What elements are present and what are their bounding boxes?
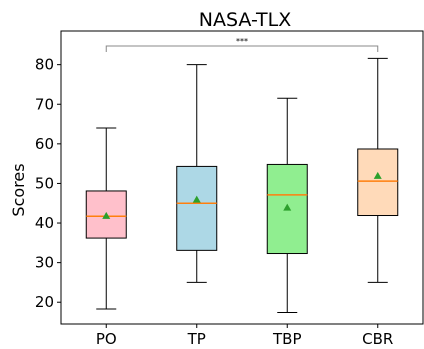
x-tick-label: CBR: [362, 330, 393, 348]
significance-bracket: ***: [105, 37, 379, 52]
x-tick-label: PO: [96, 330, 117, 348]
mean-marker: [373, 171, 382, 179]
y-tick-label: 80: [35, 56, 54, 74]
iqr-box: [266, 163, 308, 255]
iqr-box: [357, 148, 399, 217]
significance-label: ***: [236, 37, 248, 46]
mean-marker: [102, 211, 111, 219]
y-tick-label: 20: [35, 293, 54, 311]
chart-title: NASA-TLX: [199, 9, 292, 31]
box-tbp: [266, 97, 308, 314]
y-tick-label: 40: [35, 214, 54, 232]
box-po: [85, 127, 127, 310]
plot-area-frame: [60, 30, 424, 325]
y-tick-label: 50: [35, 174, 54, 192]
y-axis-ticks: 20 30 40 50 60 70 80: [35, 56, 61, 311]
box-series: [85, 57, 399, 314]
bracket-line: [105, 45, 379, 52]
mean-marker: [283, 203, 292, 211]
iqr-box: [176, 165, 218, 251]
x-axis-ticks: PO TP TBP CBR: [96, 324, 393, 348]
x-tick-label: TBP: [272, 330, 302, 348]
y-axis-label: Scores: [9, 163, 28, 216]
mean-marker: [192, 195, 201, 203]
y-tick-label: 30: [35, 254, 54, 272]
y-tick-label: 60: [35, 135, 54, 153]
y-tick-label: 70: [35, 95, 54, 113]
x-tick-label: TP: [187, 330, 206, 348]
box-cbr: [357, 57, 399, 283]
box-tp: [176, 64, 218, 283]
